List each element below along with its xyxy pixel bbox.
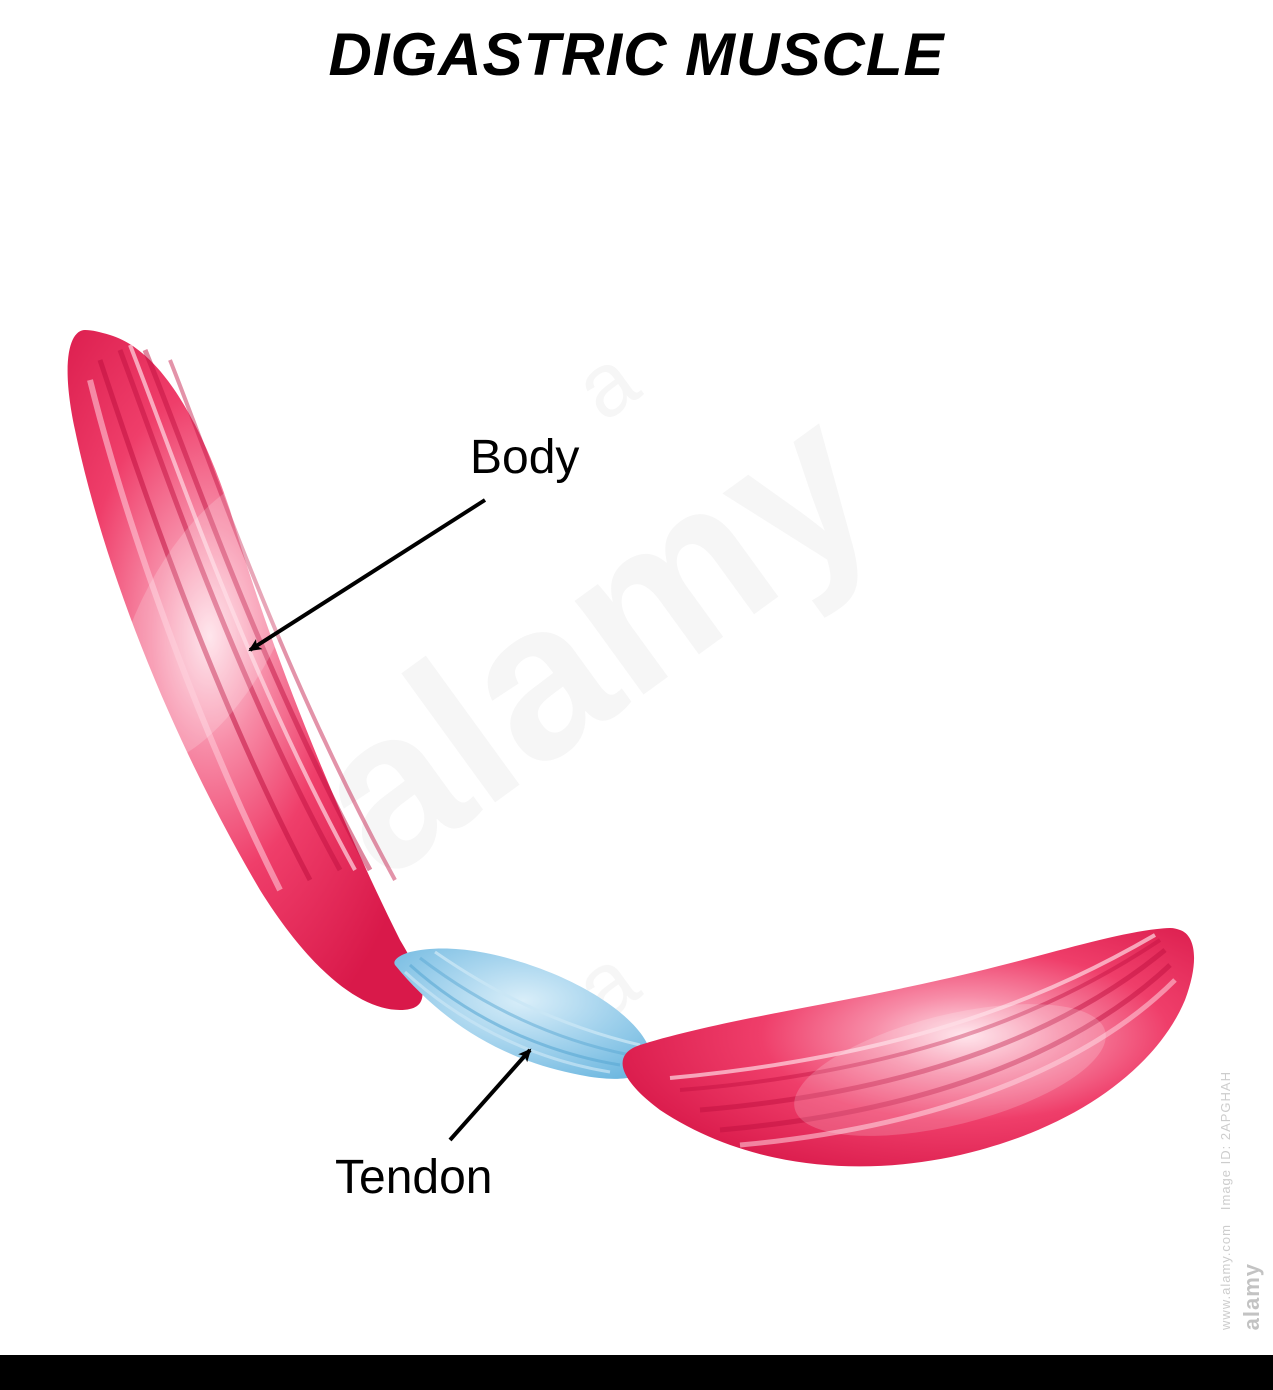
label-tendon: Tendon: [335, 1150, 492, 1205]
footer-bar: [0, 1355, 1273, 1390]
watermark-brand: alamy: [1239, 1263, 1265, 1330]
svg-text:alamy: alamy: [267, 356, 916, 922]
label-body: Body: [470, 430, 579, 485]
muscle-body-right: [623, 928, 1195, 1166]
diagram-title: DIGASTRIC MUSCLE: [0, 20, 1273, 89]
muscle-diagram: alamy a a: [0, 0, 1273, 1390]
watermark-url: www.alamy.com: [1218, 1224, 1233, 1330]
watermark-id: Image ID: 2APGHAH: [1218, 1071, 1233, 1210]
arrow-tendon: [450, 1050, 530, 1140]
svg-text:a: a: [557, 312, 681, 440]
